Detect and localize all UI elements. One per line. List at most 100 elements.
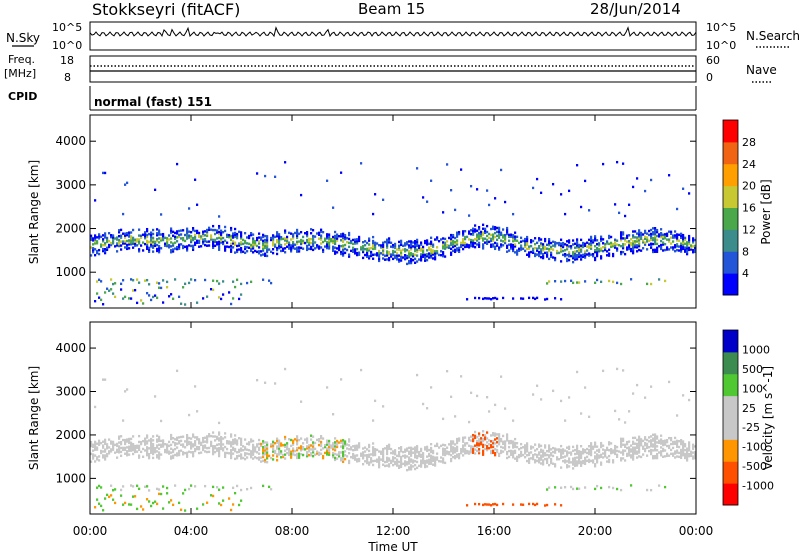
- velocity-cell: [398, 450, 401, 454]
- power-cell: [94, 240, 97, 243]
- power-cell: [494, 227, 497, 231]
- velocity-cell: [404, 454, 407, 457]
- velocity-cell: [550, 457, 553, 461]
- power-cell: [676, 233, 679, 236]
- power-cell: [450, 235, 453, 239]
- power-cell: [624, 214, 627, 218]
- power-cell: [472, 243, 475, 246]
- velocity-cell: [238, 454, 241, 458]
- power-cell: [540, 248, 543, 251]
- velocity-cell: [486, 446, 489, 450]
- velocity-cell: [252, 439, 255, 443]
- power-cell: [446, 244, 449, 247]
- power-cell: [410, 242, 413, 245]
- power-cell: [172, 248, 175, 251]
- velocity-cell: [410, 468, 413, 471]
- power-cell: [600, 237, 603, 240]
- velocity-cell: [96, 498, 99, 501]
- power-cell: [106, 287, 109, 290]
- velocity-cell: [316, 438, 319, 442]
- velocity-cell: [496, 437, 499, 440]
- velocity-cell: [594, 443, 597, 446]
- velocity-cell: [418, 452, 421, 456]
- power-cell: [138, 248, 141, 251]
- velocity-cell: [576, 370, 579, 374]
- velocity-cell: [442, 449, 445, 452]
- velocity-cell: [122, 419, 125, 422]
- velocity-cell: [410, 446, 413, 450]
- power-cell: [620, 250, 623, 254]
- velocity-cell: [334, 456, 337, 460]
- power-cell: [626, 234, 629, 237]
- power-cell: [382, 253, 385, 256]
- power-cell: [92, 247, 95, 250]
- velocity-cell: [506, 456, 509, 460]
- power-cell: [570, 245, 573, 248]
- velocity-cell: [688, 441, 691, 444]
- velocity-cell: [184, 509, 187, 512]
- power-cell: [240, 293, 243, 296]
- velocity-cell: [556, 458, 559, 461]
- power-cell: [556, 242, 559, 245]
- power-cell: [628, 239, 631, 243]
- power-cell: [586, 245, 589, 248]
- power-cell: [178, 247, 181, 250]
- velocity-cell: [208, 450, 211, 454]
- velocity-cell: [466, 442, 469, 445]
- velocity-cell: [194, 447, 197, 451]
- velocity-cell: [580, 456, 583, 460]
- power-cell: [242, 238, 245, 242]
- power-cell: [638, 244, 641, 248]
- velocity-cell: [600, 441, 603, 445]
- velocity-cell: [680, 456, 683, 460]
- velocity-cell: [450, 440, 453, 443]
- power-cell: [204, 230, 207, 233]
- power-cell: [394, 244, 397, 248]
- power-colorbar-label: Power [dB]: [759, 179, 773, 244]
- power-cell: [368, 257, 371, 260]
- power-cell: [148, 250, 151, 253]
- velocity-cell: [484, 447, 487, 451]
- power-cell: [618, 244, 621, 247]
- velocity-cell: [212, 450, 215, 454]
- power-cell: [240, 233, 243, 236]
- velocity-cell: [648, 446, 651, 449]
- power-cell: [410, 257, 413, 261]
- cpid-mode: normal (fast) 151: [94, 95, 212, 109]
- velocity-cell: [152, 439, 155, 442]
- power-cell: [680, 234, 683, 238]
- power-cell: [452, 233, 455, 237]
- power-cell: [492, 227, 495, 230]
- velocity-cell: [416, 460, 419, 464]
- velocity-cell: [450, 448, 453, 451]
- velocity-cell: [90, 442, 93, 446]
- power-cell: [666, 238, 669, 241]
- power-cell: [366, 255, 369, 258]
- velocity-cell: [632, 446, 635, 449]
- power-cell: [420, 243, 423, 246]
- velocity-cell: [138, 446, 141, 450]
- velocity-cell: [638, 455, 641, 458]
- velocity-cell: [548, 450, 551, 453]
- velocity-cell: [194, 385, 197, 388]
- power-cell: [662, 243, 665, 246]
- velocity-cell: [462, 450, 465, 453]
- velocity-cell: [246, 442, 249, 446]
- velocity-cell: [146, 451, 149, 455]
- velocity-cell: [354, 444, 357, 448]
- velocity-cell: [290, 452, 293, 455]
- velocity-cell: [404, 450, 407, 453]
- velocity-cell: [186, 435, 189, 439]
- power-cell: [526, 247, 529, 251]
- velocity-cell: [188, 442, 191, 446]
- velocity-cell: [594, 487, 597, 491]
- velocity-cell: [654, 447, 657, 450]
- velocity-cell: [406, 463, 409, 466]
- power-cell: [540, 242, 543, 245]
- power-cell: [306, 246, 309, 250]
- velocity-cell: [186, 453, 189, 456]
- velocity-cell: [238, 503, 241, 507]
- ytick-label: 3000: [55, 385, 86, 399]
- velocity-cell: [430, 386, 433, 389]
- velocity-cell: [520, 454, 523, 458]
